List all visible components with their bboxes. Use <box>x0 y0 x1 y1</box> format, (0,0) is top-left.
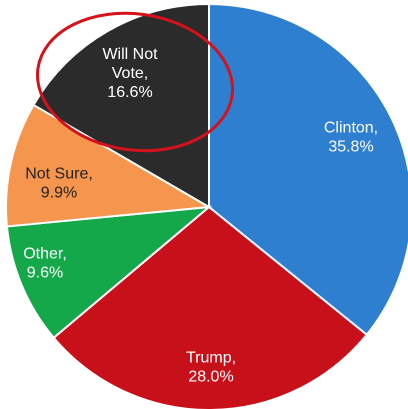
pie-slice-trump <box>52 205 369 409</box>
data-label-line: Clinton, <box>324 120 378 137</box>
data-label-trump: Trump, 28.0% <box>186 350 236 386</box>
data-label-line: 35.8% <box>328 139 373 156</box>
data-label-line: 28.0% <box>188 369 233 386</box>
data-label-not-sure: Not Sure, 9.9% <box>25 166 93 202</box>
pie-slice-other <box>5 205 213 340</box>
data-label-line: Trump, <box>186 350 236 367</box>
data-label-line: Will Not <box>102 46 158 63</box>
data-label-line: 9.6% <box>27 265 63 282</box>
data-label-line: Not Sure, <box>25 166 93 183</box>
labels-layer: Clinton, 35.8% Trump, 28.0% Other, 9.6% Not Su… <box>23 46 378 386</box>
slices-layer <box>5 2 408 409</box>
data-label-line: 16.6% <box>107 84 152 101</box>
pie-slice-will-not-vote <box>32 2 210 209</box>
data-label-line: 9.9% <box>41 185 77 202</box>
highlight-ellipse <box>35 11 235 153</box>
pie-slice-not-sure <box>5 103 213 228</box>
pie-slice-clinton <box>208 2 408 337</box>
data-label-other: Other, 9.6% <box>23 246 67 282</box>
data-label-clinton: Clinton, 35.8% <box>324 120 378 156</box>
data-label-line: Other, <box>23 246 67 263</box>
data-label-line: Vote, <box>112 65 148 82</box>
data-label-will-not-vote: Will Not Vote, 16.6% <box>102 46 158 101</box>
